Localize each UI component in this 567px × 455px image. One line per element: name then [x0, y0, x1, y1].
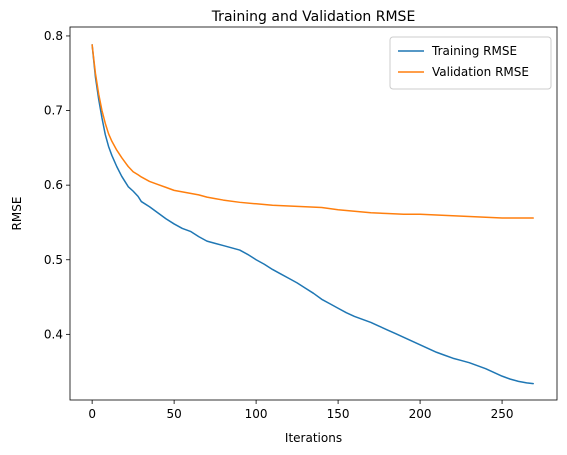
legend: Training RMSE Validation RMSE — [389, 36, 552, 90]
legend-label-validation-rmse: Validation RMSE — [432, 65, 529, 79]
y-axis-label: RMSE — [10, 197, 24, 231]
y-tick-label: 0.7 — [44, 104, 63, 118]
x-axis-label: Iterations — [285, 431, 342, 445]
series-line-validation-rmse — [91, 44, 534, 219]
y-axis-ticks: 0.4 0.5 0.6 0.7 0.8 — [44, 29, 70, 341]
x-tick-label: 150 — [327, 407, 350, 421]
series-layer — [91, 44, 534, 385]
series-line-training-rmse — [91, 44, 534, 385]
y-tick-label: 0.5 — [44, 253, 63, 267]
plot-frame — [69, 26, 558, 401]
x-axis-ticks: 0 50 100 150 200 250 — [88, 400, 514, 421]
plot-area: 0 50 100 150 200 250 0.4 0.5 0.6 0.7 0.8 — [44, 26, 558, 421]
y-tick-label: 0.4 — [44, 327, 63, 341]
legend-box — [389, 36, 552, 90]
x-tick-label: 250 — [491, 407, 514, 421]
x-tick-label: 200 — [409, 407, 432, 421]
x-tick-label: 100 — [245, 407, 268, 421]
x-tick-label: 50 — [166, 407, 181, 421]
y-tick-label: 0.6 — [44, 178, 63, 192]
chart-title: Training and Validation RMSE — [211, 9, 416, 25]
x-tick-label: 0 — [88, 407, 96, 421]
legend-label-training-rmse: Training RMSE — [431, 44, 517, 58]
y-tick-label: 0.8 — [44, 29, 63, 43]
